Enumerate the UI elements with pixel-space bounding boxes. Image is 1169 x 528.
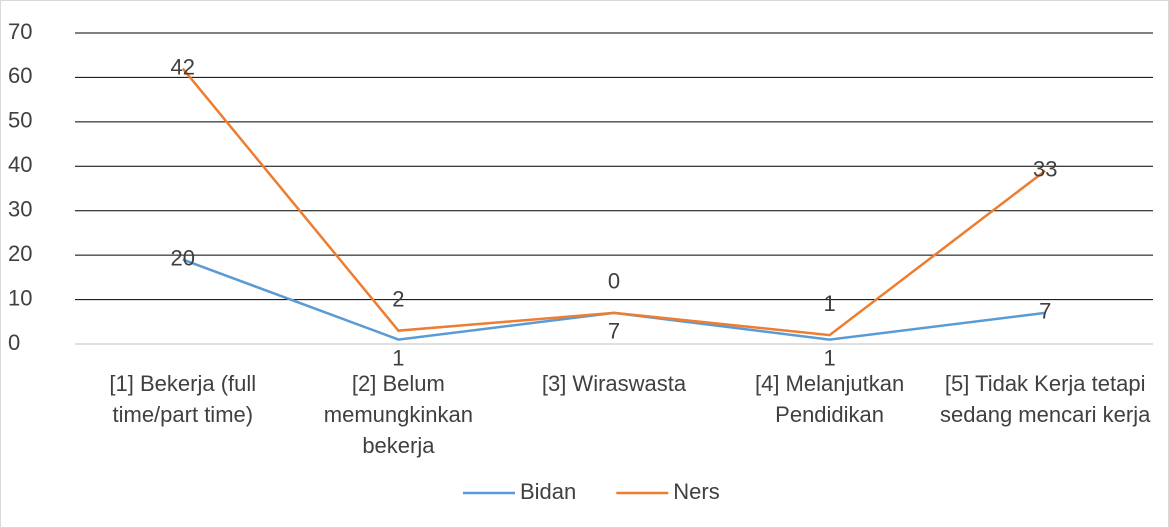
legend-label: Ners [673,479,719,504]
series-line [181,67,1046,337]
y-tick-label: 40 [8,152,32,177]
data-label: 7 [608,319,620,344]
data-label: 42 [171,54,195,79]
data-label: 1 [392,345,404,370]
x-tick-label: [4] Melanjutkan Pendidikan [754,371,905,427]
data-label: 0 [608,269,620,294]
data-label: 2 [392,286,404,311]
data-label: 1 [823,291,835,316]
y-tick-label: 20 [8,241,32,266]
data-label: 33 [1033,157,1057,182]
x-tick-label: [5] Tidak Kerja tetapi sedang mencari ke… [940,371,1151,427]
data-label: 7 [1039,299,1051,324]
x-tick-label: [3] Wiraswasta [541,371,687,396]
legend-label: Bidan [520,479,576,504]
x-tick-label: [1] Bekerja (full time/part time) [109,371,257,427]
x-tick-label: [2] Belum memungkinkan bekerja [323,371,473,458]
y-tick-label: 10 [8,285,32,310]
data-label: 20 [171,245,195,270]
y-tick-label: 60 [8,63,32,88]
y-tick-label: 50 [8,108,32,133]
y-tick-label: 70 [8,19,32,44]
y-tick-label: 30 [8,197,32,222]
y-tick-label: 0 [8,330,20,355]
data-label: 1 [823,345,835,370]
